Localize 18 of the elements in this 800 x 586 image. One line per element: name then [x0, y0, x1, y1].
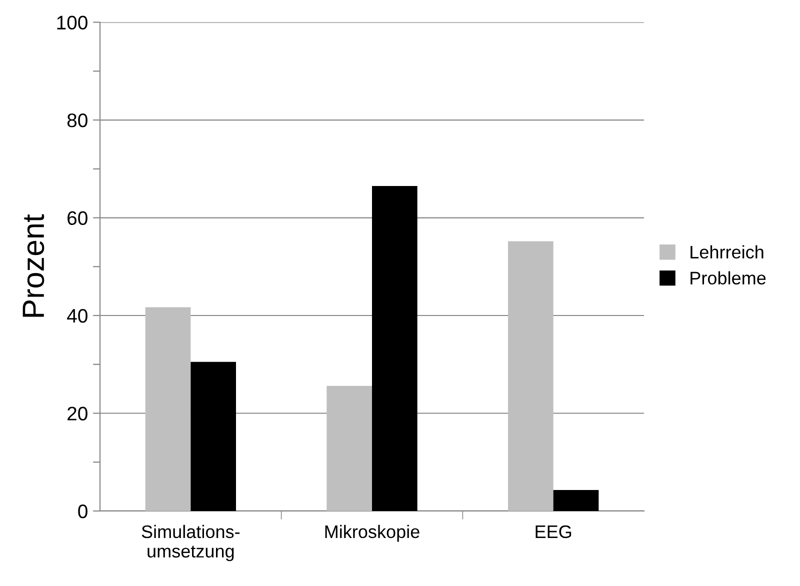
- bar: [508, 241, 554, 511]
- bar: [372, 186, 418, 511]
- y-tick-label: 20: [68, 406, 88, 420]
- legend-label: Probleme: [690, 271, 766, 284]
- bar: [145, 307, 191, 511]
- y-tick-label: 0: [78, 504, 88, 518]
- y-tick-label: 60: [68, 211, 88, 225]
- y-tick-label: 40: [67, 308, 88, 323]
- y-axis-title: Prozent: [22, 214, 44, 317]
- y-tick-label: 80: [67, 113, 88, 128]
- bar: [326, 386, 372, 511]
- bar: [553, 490, 599, 511]
- y-tick-label: 100: [57, 16, 88, 30]
- x-tick-label: Simulations- umsetzung: [142, 524, 240, 562]
- x-tick-label: Mikroskopie: [325, 524, 420, 542]
- bar: [190, 362, 236, 511]
- x-tick-label: EEG: [536, 525, 572, 538]
- legend-label: Lehrreich: [690, 245, 764, 259]
